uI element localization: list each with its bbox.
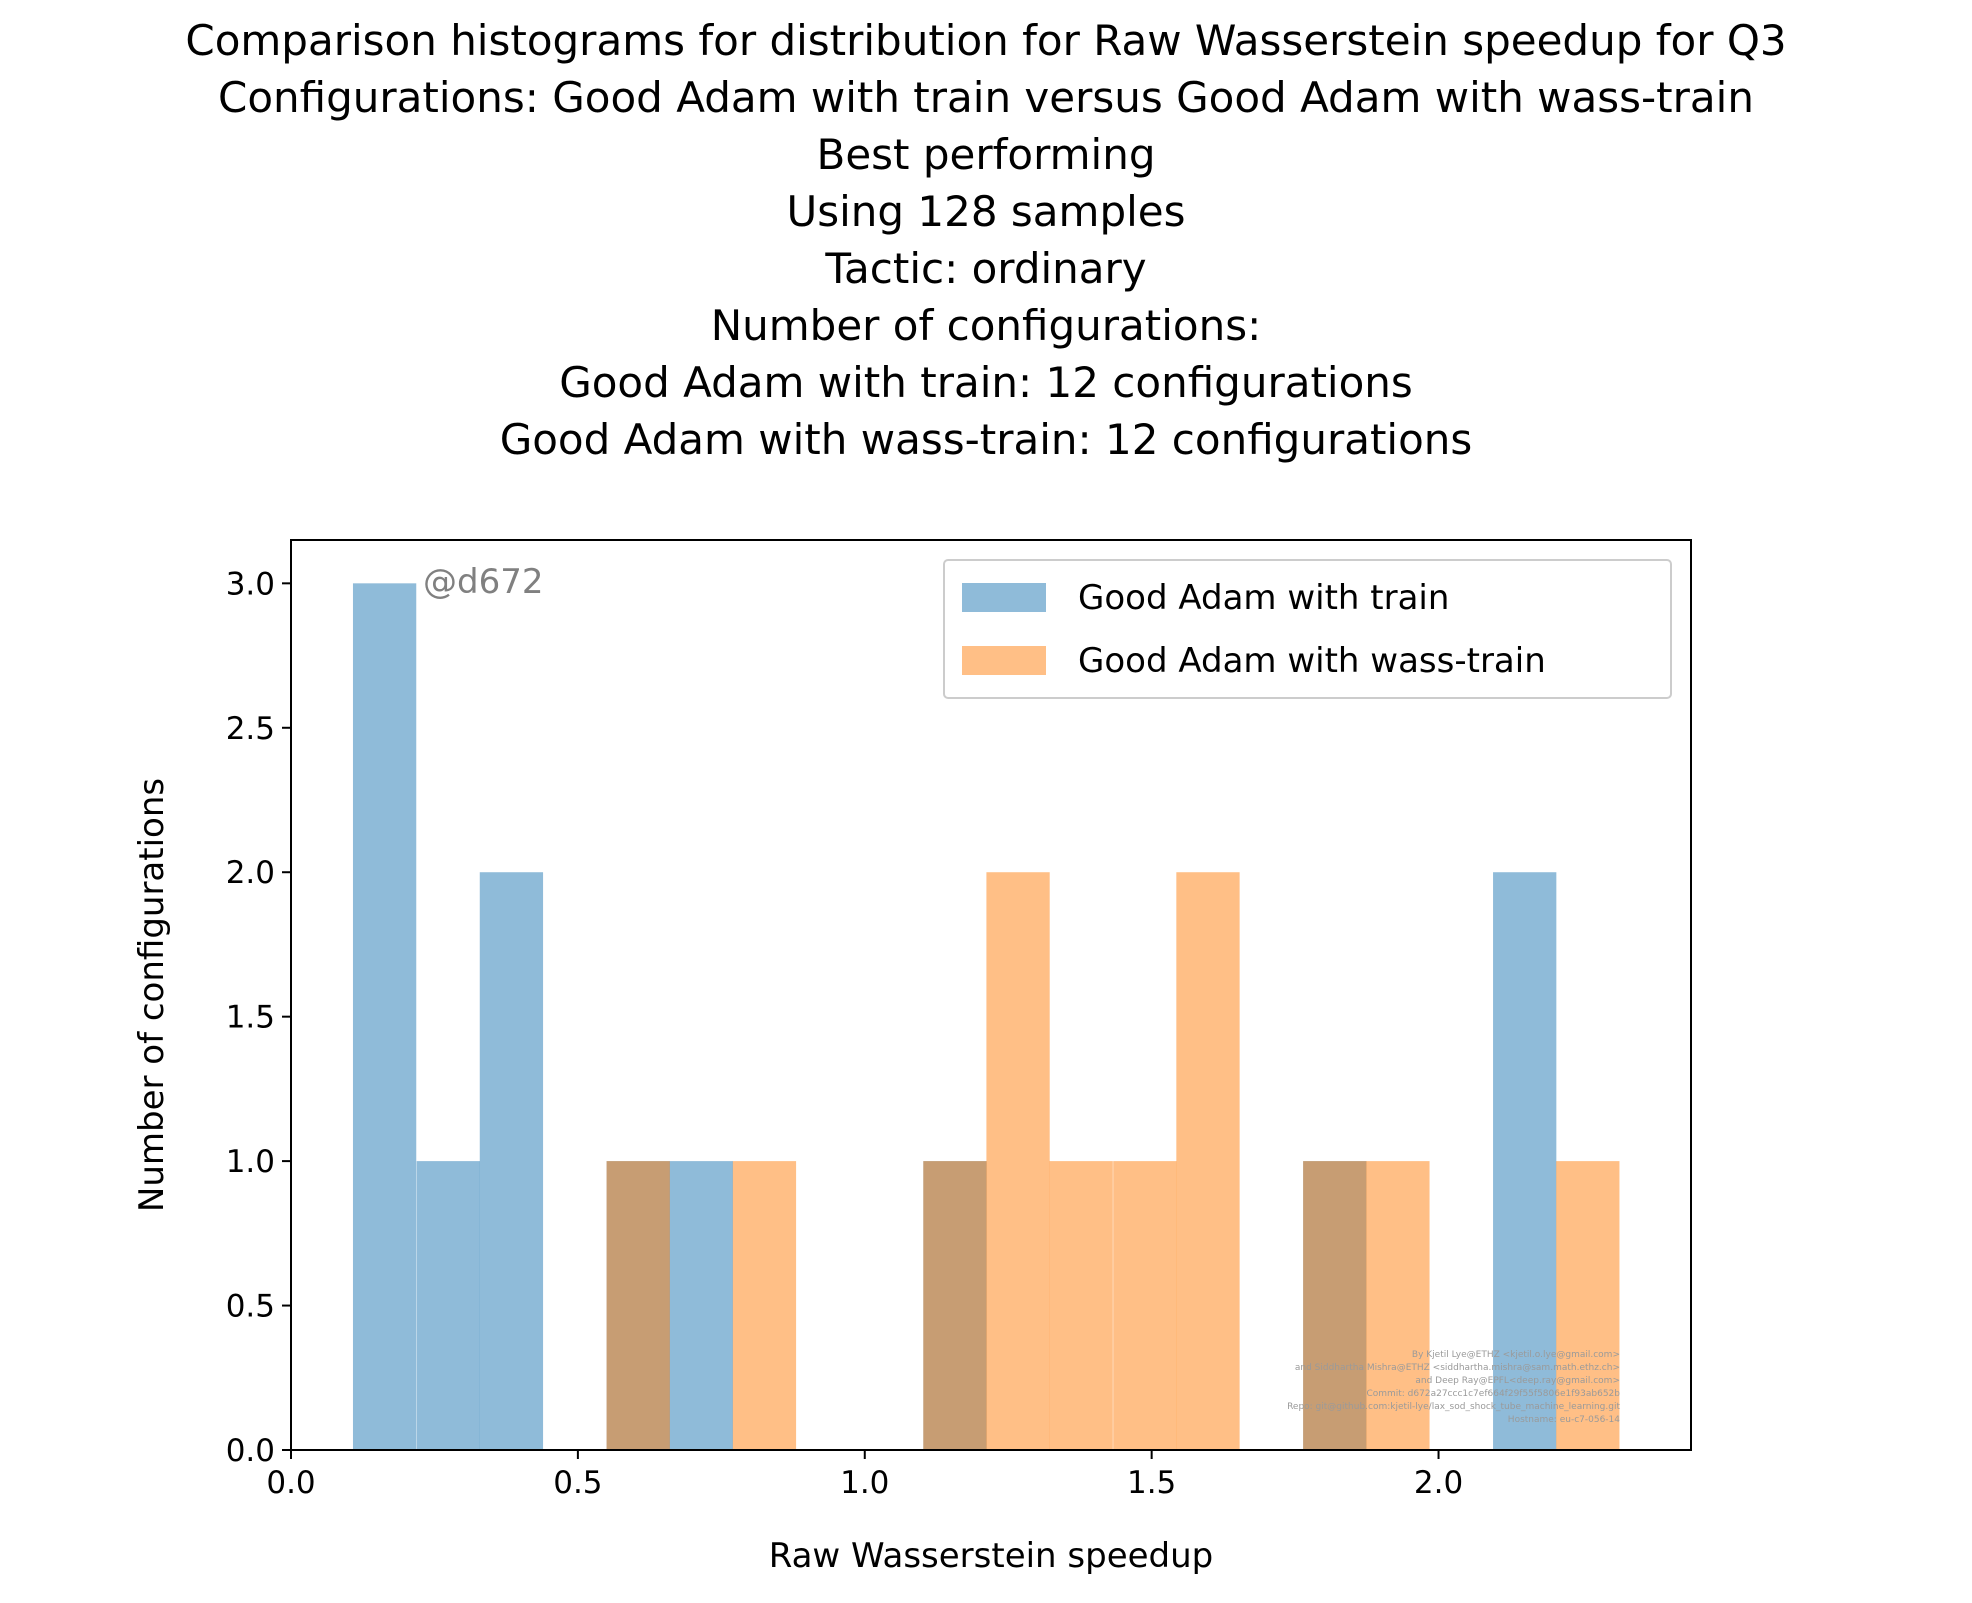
x-tick-label: 0.0 xyxy=(266,1465,315,1501)
bar-wass-train-1 xyxy=(732,1161,797,1450)
bar-train-1 xyxy=(416,1161,480,1450)
title-line-2: Configurations: Good Adam with train ver… xyxy=(218,73,1754,122)
bar-wass-train-4 xyxy=(1049,1161,1113,1450)
title-line-5: Tactic: ordinary xyxy=(824,244,1146,293)
x-tick-label: 1.5 xyxy=(1127,1465,1176,1501)
plot-frame xyxy=(290,539,1692,1451)
x-axis: 0.0 0.5 1.0 1.5 2.0 xyxy=(266,1450,1463,1501)
bar-wass-train-7 xyxy=(1303,1161,1367,1450)
bar-wass-train-3 xyxy=(986,872,1050,1450)
bar-wass-train-5 xyxy=(1113,1161,1177,1450)
bar-wass-train-8 xyxy=(1366,1161,1430,1450)
y-tick-label: 3.0 xyxy=(226,566,275,602)
commit-annotation: @d672 xyxy=(423,562,543,602)
bar-wass-train-6 xyxy=(1176,872,1240,1450)
y-tick-label: 0.0 xyxy=(226,1433,275,1469)
credit-line-4: Commit: d672a27ccc1c7ef664f29f55f5806e1f… xyxy=(1366,1389,1620,1399)
y-tick-label: 1.0 xyxy=(226,1144,275,1180)
legend-swatch-wass-train xyxy=(962,646,1046,675)
x-tick-label: 0.5 xyxy=(553,1465,602,1501)
title-line-1: Comparison histograms for distribution f… xyxy=(185,16,1786,65)
bar-train-2 xyxy=(479,872,544,1450)
histogram-bars xyxy=(352,583,1620,1450)
x-tick-label: 2.0 xyxy=(1414,1465,1463,1501)
y-tick-label: 2.5 xyxy=(226,711,275,747)
credit-line-3: and Deep Ray@EPFL<deep.ray@gmail.com> xyxy=(1415,1376,1620,1386)
title-line-3: Best performing xyxy=(817,130,1156,179)
credit-line-2: and Siddhartha Mishra@ETHZ <siddhartha.m… xyxy=(1295,1363,1620,1373)
bar-train-4 xyxy=(669,1161,733,1450)
legend-label-wass-train: Good Adam with wass-train xyxy=(1078,641,1546,681)
title-line-8: Good Adam with wass-train: 12 configurat… xyxy=(500,415,1473,464)
y-axis-label: Number of configurations xyxy=(132,778,172,1212)
legend-swatch-train xyxy=(962,583,1046,612)
y-tick-label: 0.5 xyxy=(226,1289,275,1325)
y-axis: 0.0 0.5 1.0 1.5 2.0 2.5 3.0 xyxy=(226,566,291,1469)
bar-wass-train-0 xyxy=(606,1161,670,1450)
x-tick-label: 1.0 xyxy=(840,1465,889,1501)
y-tick-label: 1.5 xyxy=(226,1000,275,1036)
credit-line-6: Hostname: eu-c7-056-14 xyxy=(1508,1415,1620,1425)
bar-wass-train-2 xyxy=(923,1161,987,1450)
legend-box xyxy=(943,559,1672,699)
title-line-4: Using 128 samples xyxy=(786,187,1185,236)
legend: Good Adam with train Good Adam with wass… xyxy=(943,559,1672,699)
bar-train-7 xyxy=(1493,872,1557,1450)
y-tick-label: 2.0 xyxy=(226,855,275,891)
x-axis-label: Raw Wasserstein speedup xyxy=(769,1536,1214,1576)
title-line-6: Number of configurations: xyxy=(711,301,1262,350)
credits-block: By Kjetil Lye@ETHZ <kjetil.o.lye@gmail.c… xyxy=(1287,1350,1620,1425)
legend-label-train: Good Adam with train xyxy=(1078,578,1449,618)
credit-line-5: Repo: git@github.com:kjetil-lye/lax_sod_… xyxy=(1287,1402,1620,1412)
title-line-7: Good Adam with train: 12 configurations xyxy=(559,358,1413,407)
chart-title: Comparison histograms for distribution f… xyxy=(185,16,1786,464)
bar-train-0 xyxy=(352,583,417,1450)
bar-wass-train-9 xyxy=(1556,1161,1620,1450)
credit-line-1: By Kjetil Lye@ETHZ <kjetil.o.lye@gmail.c… xyxy=(1412,1350,1620,1360)
